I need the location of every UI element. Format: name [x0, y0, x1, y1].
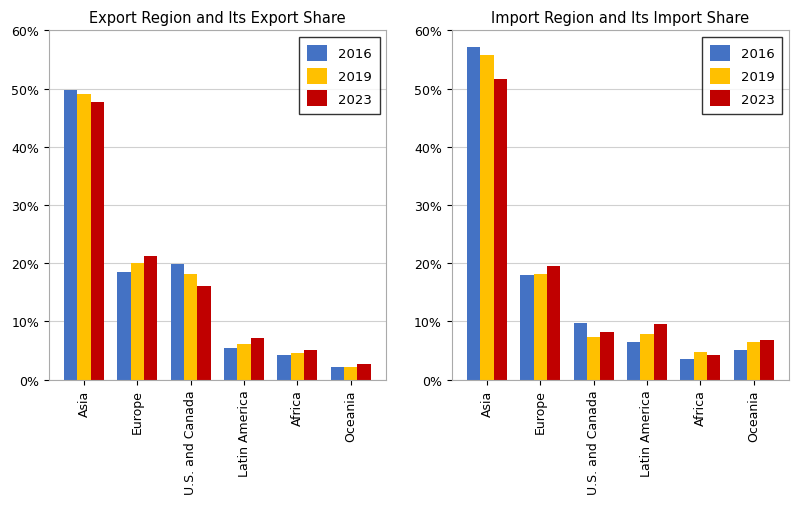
Title: Import Region and Its Import Share: Import Region and Its Import Share — [491, 11, 750, 26]
Legend: 2016, 2019, 2023: 2016, 2019, 2023 — [299, 38, 379, 115]
Bar — [534, 275, 547, 380]
Bar — [224, 348, 238, 380]
Bar — [64, 91, 78, 380]
Bar — [494, 80, 507, 380]
Bar — [238, 344, 251, 380]
Bar — [520, 275, 534, 380]
Bar — [694, 352, 707, 380]
Bar — [358, 364, 370, 380]
Bar — [627, 342, 640, 380]
Bar — [547, 266, 560, 380]
Bar — [171, 265, 184, 380]
Bar — [747, 342, 760, 380]
Bar — [574, 324, 587, 380]
Bar — [707, 356, 720, 380]
Bar — [587, 337, 600, 380]
Bar — [680, 360, 694, 380]
Bar — [640, 334, 654, 380]
Bar — [600, 333, 614, 380]
Title: Export Region and Its Export Share: Export Region and Its Export Share — [89, 11, 346, 26]
Bar — [278, 355, 290, 380]
Bar — [91, 103, 104, 380]
Bar — [304, 351, 318, 380]
Bar — [290, 354, 304, 380]
Bar — [654, 324, 667, 380]
Legend: 2016, 2019, 2023: 2016, 2019, 2023 — [702, 38, 782, 115]
Bar — [144, 257, 158, 380]
Bar — [251, 338, 264, 380]
Bar — [760, 340, 774, 380]
Bar — [330, 367, 344, 380]
Bar — [198, 287, 211, 380]
Bar — [184, 274, 198, 380]
Bar — [78, 95, 91, 380]
Bar — [131, 264, 144, 380]
Bar — [344, 367, 358, 380]
Bar — [734, 350, 747, 380]
Bar — [480, 57, 494, 380]
Bar — [467, 47, 480, 380]
Bar — [118, 272, 131, 380]
